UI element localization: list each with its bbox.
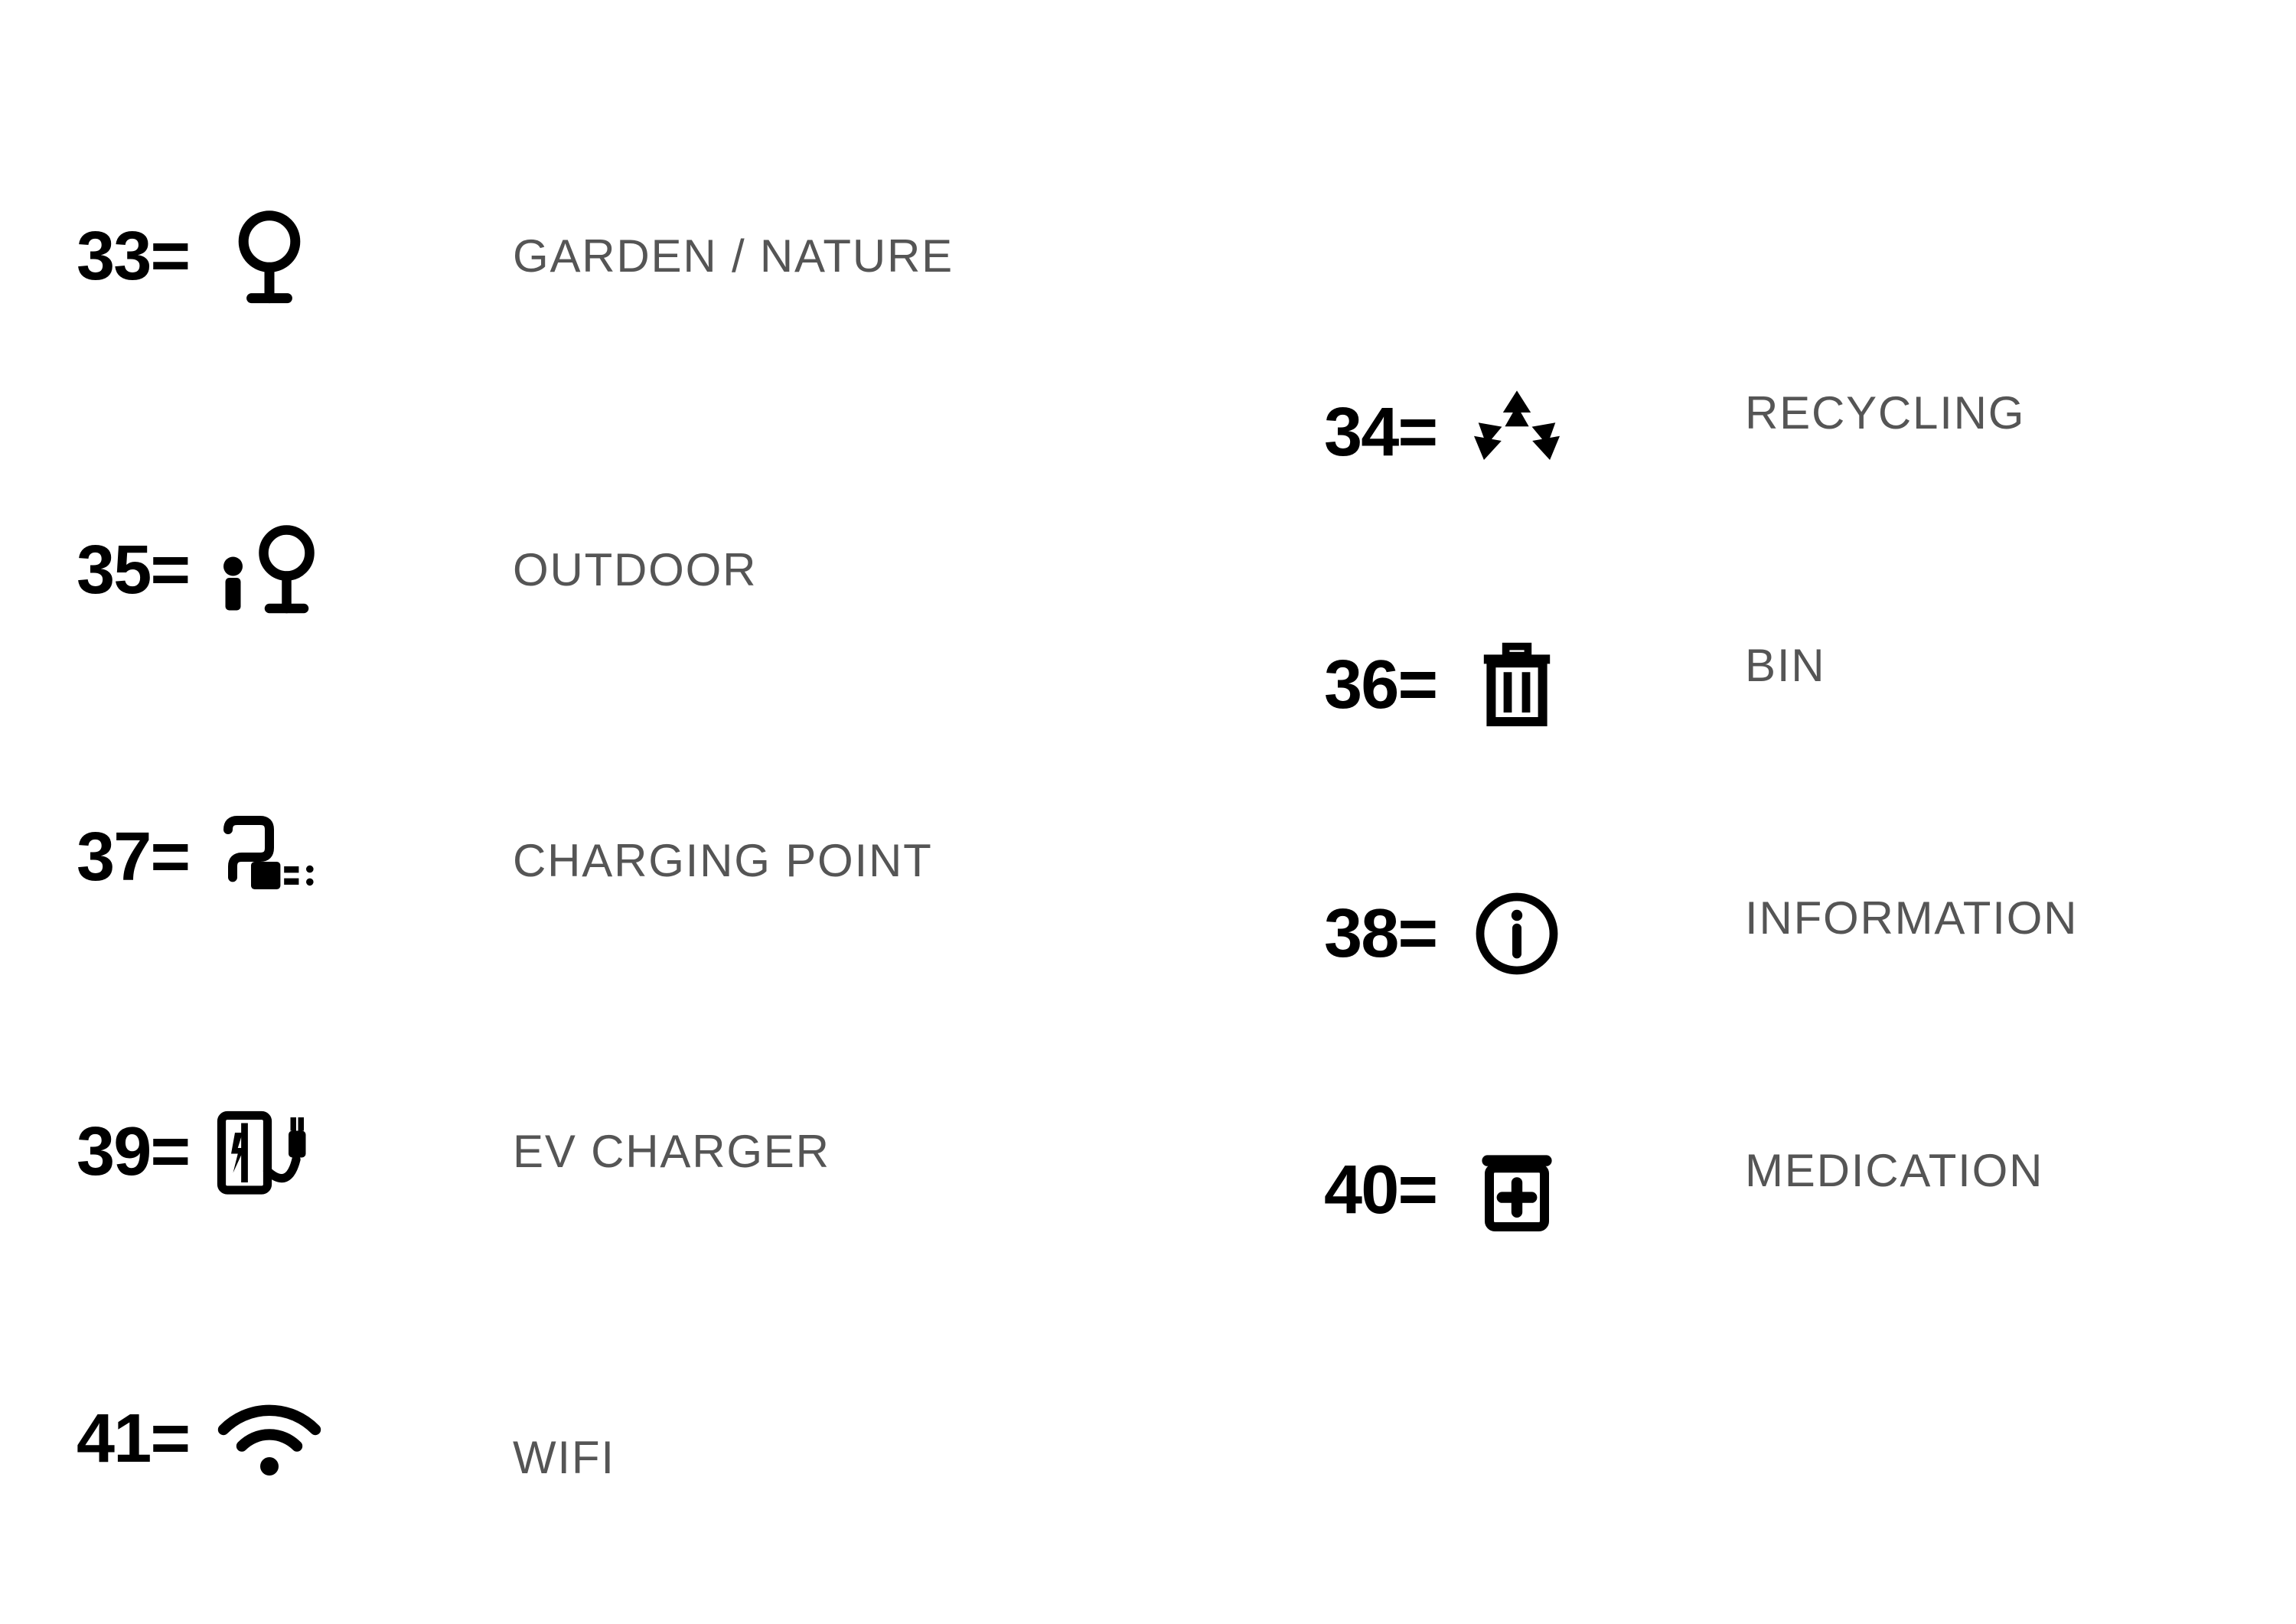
- legend-number: 35=: [77, 531, 189, 610]
- legend-label: EV CHARGER: [513, 1125, 830, 1178]
- legend-number: 34=: [1324, 393, 1437, 472]
- legend-row-38: 38=: [1324, 888, 1582, 980]
- legend-row-36: 36=: [1324, 635, 1582, 735]
- legend-label: OUTDOOR: [513, 543, 757, 596]
- legend-number: 36=: [1324, 646, 1437, 725]
- ev-charger-icon: [204, 1102, 334, 1202]
- legend-number: 33=: [77, 217, 189, 296]
- legend-number: 38=: [1324, 895, 1437, 973]
- legend-row-35: 35=: [77, 520, 334, 620]
- wifi-icon: [204, 1393, 334, 1485]
- legend-label: RECYCLING: [1745, 386, 2025, 439]
- medication-icon: [1452, 1140, 1582, 1240]
- bin-icon: [1452, 635, 1582, 735]
- legend-row-34: 34=: [1324, 383, 1582, 482]
- legend-label: CHARGING POINT: [513, 834, 933, 887]
- legend-row-33: 33=: [77, 207, 334, 306]
- legend-number: 40=: [1324, 1151, 1437, 1230]
- plug-icon: [204, 811, 334, 903]
- recycling-icon: [1452, 383, 1582, 482]
- legend-label: MEDICATION: [1745, 1144, 2043, 1197]
- person-tree-icon: [204, 520, 334, 620]
- info-icon: [1452, 888, 1582, 980]
- legend-label: WIFI: [513, 1431, 615, 1484]
- tree-icon: [204, 207, 334, 306]
- legend-label: BIN: [1745, 639, 1825, 692]
- legend-number: 41=: [77, 1400, 189, 1479]
- legend-label: GARDEN / NATURE: [513, 230, 954, 282]
- legend-row-37: 37=: [77, 811, 334, 903]
- legend-number: 37=: [77, 818, 189, 897]
- legend-row-41: 41=: [77, 1393, 334, 1485]
- legend-row-39: 39=: [77, 1102, 334, 1202]
- legend-label: INFORMATION: [1745, 892, 2078, 944]
- legend-row-40: 40=: [1324, 1140, 1582, 1240]
- legend-number: 39=: [77, 1113, 189, 1192]
